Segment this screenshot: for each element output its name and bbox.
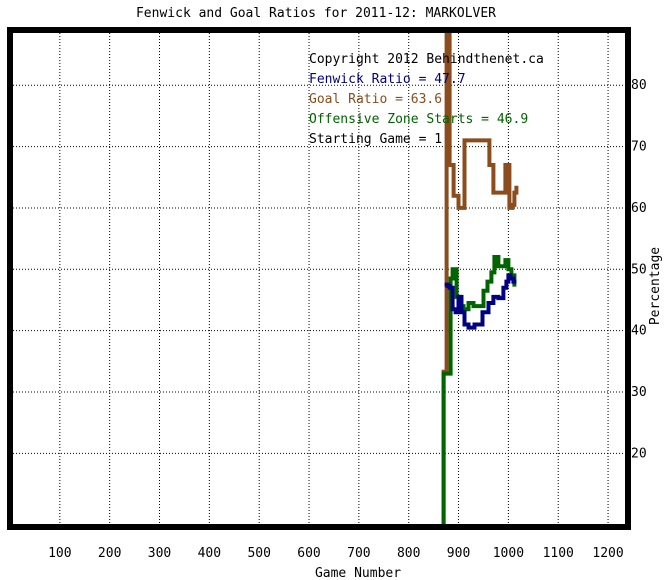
annotation-text: Fenwick Ratio = 47.7 (309, 72, 466, 87)
y-tick-label: 70 (631, 140, 647, 155)
plot-area (10, 30, 628, 527)
y-tick-label: 40 (631, 324, 647, 339)
annotations: Copyright 2012 Behindthenet.ca Fenwick Ra… (309, 52, 544, 147)
annotation-text: Starting Game = 1 (309, 132, 442, 147)
x-tick-label: 600 (297, 546, 320, 561)
series-line-fenwick-ratio (444, 273, 517, 330)
x-tick-label: 700 (347, 546, 370, 561)
y-tick-label: 60 (631, 201, 647, 216)
x-tick-label: 200 (98, 546, 121, 561)
x-tick-label: 500 (247, 546, 270, 561)
x-tick-label: 400 (198, 546, 221, 561)
y-axis-ticks: 20 30 40 50 60 70 80 (631, 78, 647, 461)
series-line-goal-ratio (441, 28, 519, 527)
series-layer (441, 28, 519, 527)
x-tick-label: 1100 (543, 546, 574, 561)
x-tick-label: 1000 (493, 546, 524, 561)
series-line-offensive-zone-starts (441, 255, 517, 527)
annotation-text: Goal Ratio = 63.6 (309, 92, 442, 107)
annotation-text: Copyright 2012 Behindthenet.ca (309, 52, 544, 67)
x-axis-ticks: 100 200 300 400 500 600 700 800 900 1000 1100 1200 (48, 546, 624, 561)
y-axis-label: Percentage (648, 247, 663, 325)
chart-title: Fenwick and Goal Ratios for 2011-12: MAR… (136, 6, 496, 21)
x-tick-label: 800 (397, 546, 420, 561)
x-tick-label: 900 (447, 546, 470, 561)
grid (10, 30, 628, 527)
x-tick-label: 1200 (592, 546, 623, 561)
y-tick-label: 30 (631, 385, 647, 400)
x-tick-label: 300 (148, 546, 171, 561)
plot-frame (7, 27, 631, 530)
y-tick-label: 20 (631, 446, 647, 461)
y-tick-label: 80 (631, 78, 647, 93)
annotation-text: Offensive Zone Starts = 46.9 (309, 112, 528, 127)
x-tick-label: 100 (48, 546, 71, 561)
y-tick-label: 50 (631, 262, 647, 277)
x-axis-label: Game Number (315, 566, 401, 580)
